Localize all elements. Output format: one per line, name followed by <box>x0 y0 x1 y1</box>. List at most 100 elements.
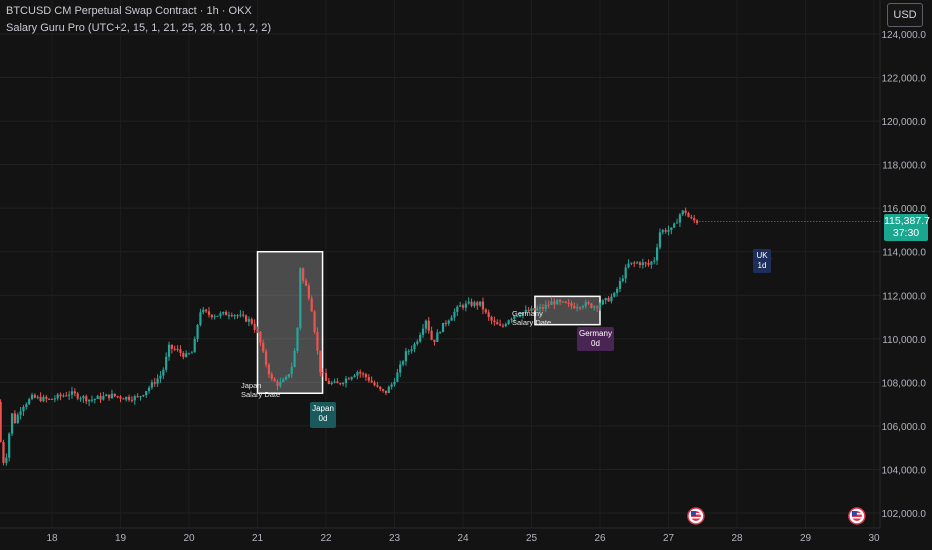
flag-canton <box>851 511 857 516</box>
y-tick-label: 108,000.0 <box>882 378 927 389</box>
candle-body <box>170 344 173 349</box>
candle-body <box>282 379 285 383</box>
indicator-legend[interactable]: Salary Guru Pro (UTC+2, 15, 1, 21, 25, 2… <box>6 22 272 34</box>
candle-body <box>638 262 642 266</box>
symbol-title[interactable]: BTCUSD CM Perpetual Swap Contract · 1h ·… <box>6 5 252 17</box>
y-tick-label: 106,000.0 <box>882 422 927 433</box>
flag-stripe <box>690 517 701 519</box>
candle-body <box>476 302 479 306</box>
x-tick-label: 23 <box>389 533 401 544</box>
candle-body <box>25 404 28 408</box>
candle-body <box>387 386 390 394</box>
candle-body <box>396 372 399 382</box>
candle-body <box>276 381 279 386</box>
candle-body <box>401 361 405 365</box>
candle-body <box>339 383 342 385</box>
candle-body <box>576 307 579 309</box>
candle-body <box>0 401 2 442</box>
candle-body <box>673 223 676 228</box>
candle-body <box>590 303 593 308</box>
candle-body <box>56 394 59 399</box>
candle-body <box>356 371 359 376</box>
candle-body <box>336 381 339 384</box>
y-tick-label: 114,000.0 <box>882 248 926 259</box>
candle-body <box>30 394 34 400</box>
price-axis: 124,000.0 122,000.0 120,000.0 118,000.0 116,… <box>882 30 927 520</box>
candle-body <box>256 329 259 332</box>
germany-tag[interactable]: Germany 0d <box>577 327 614 351</box>
candle-body <box>244 315 248 322</box>
candle-body <box>413 343 416 350</box>
candle-body <box>410 349 413 351</box>
candle-body <box>536 308 539 311</box>
candle-body <box>573 305 576 309</box>
candle-body <box>481 301 485 310</box>
candle-body <box>193 338 196 353</box>
x-tick-label: 22 <box>320 533 332 544</box>
candle-body <box>233 315 236 317</box>
candle-body <box>556 300 559 305</box>
candle-body <box>598 304 602 308</box>
candle-body <box>253 323 256 330</box>
candle-body <box>147 387 151 392</box>
candle-body <box>36 396 39 398</box>
candle-body <box>516 315 519 317</box>
candle-body <box>8 433 11 458</box>
candle-body <box>287 374 290 377</box>
us-flag-event <box>848 507 866 525</box>
y-tick-label: 116,000.0 <box>882 204 926 215</box>
candle-body <box>687 213 690 218</box>
candle-body <box>213 316 216 318</box>
candle-body <box>65 395 68 397</box>
candle-body <box>342 383 345 385</box>
candle-body <box>584 302 587 307</box>
us-flag-event <box>687 507 705 525</box>
candle-body <box>604 298 607 301</box>
candle-body <box>5 457 8 463</box>
candle-body <box>322 372 325 374</box>
candle-body <box>641 262 644 266</box>
candle-body <box>684 210 687 214</box>
currency-button[interactable]: USD <box>887 3 923 27</box>
candle-body <box>110 393 114 399</box>
candle-body <box>122 398 125 400</box>
candle-body <box>507 320 510 325</box>
candle-body <box>182 352 185 357</box>
candle-body <box>690 217 693 219</box>
candle-body <box>179 349 182 353</box>
candle-body <box>695 220 699 224</box>
candle-body <box>299 268 302 328</box>
candles <box>0 207 699 466</box>
candle-body <box>610 296 613 302</box>
candle-body <box>187 353 191 355</box>
candle-body <box>439 332 442 334</box>
candle-body <box>487 312 490 317</box>
japan-tag[interactable]: Japan 0d <box>310 402 336 428</box>
candle-body <box>290 367 293 375</box>
candle-body <box>76 393 79 399</box>
candle-body <box>296 327 299 351</box>
candle-body <box>681 210 684 215</box>
candle-body <box>50 398 54 400</box>
candle-body <box>293 350 296 368</box>
candle-body <box>162 369 165 376</box>
candle-body <box>16 414 19 424</box>
candle-body <box>190 352 193 354</box>
uk-tag[interactable]: UK 1d <box>753 249 771 273</box>
candle-body <box>558 300 562 302</box>
candle-body <box>153 382 156 384</box>
candle-body <box>367 377 370 381</box>
x-tick-label: 26 <box>594 533 606 544</box>
candle-body <box>399 364 402 373</box>
candle-body <box>133 396 136 401</box>
candle-body <box>199 312 202 325</box>
candle-body <box>219 313 222 316</box>
candle-body <box>373 382 376 386</box>
candle-body <box>450 317 453 321</box>
candle-body <box>319 350 322 373</box>
x-tick-label: 20 <box>183 533 195 544</box>
candle-body <box>304 280 308 286</box>
candle-body <box>227 315 231 317</box>
candle-body <box>79 398 82 400</box>
